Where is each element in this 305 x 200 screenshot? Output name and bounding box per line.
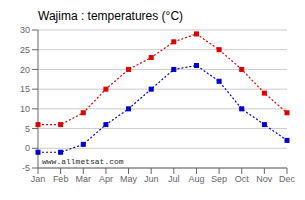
html-text:www.allmetsat.com: www.allmetsat.com: [42, 157, 124, 166]
svg-text:15: 15: [20, 84, 30, 94]
svg-text:Jan: Jan: [31, 174, 46, 184]
svg-text:Jul: Jul: [168, 174, 180, 184]
svg-text:Mar: Mar: [76, 174, 92, 184]
svg-text:20: 20: [20, 65, 30, 75]
svg-text:Aug: Aug: [188, 174, 204, 184]
svg-text:Jun: Jun: [144, 174, 159, 184]
svg-text:5: 5: [25, 124, 30, 134]
svg-text:Oct: Oct: [235, 174, 250, 184]
svg-text:Sep: Sep: [211, 174, 227, 184]
svg-text:Dec: Dec: [279, 174, 296, 184]
svg-text:Nov: Nov: [256, 174, 273, 184]
svg-text:-5: -5: [22, 163, 30, 173]
svg-text:Feb: Feb: [53, 174, 69, 184]
svg-text:0: 0: [25, 143, 30, 153]
svg-text:10: 10: [20, 104, 30, 114]
html-text:Wajima : temperatures (°C): Wajima : temperatures (°C): [38, 9, 184, 23]
svg-text:25: 25: [20, 45, 30, 55]
svg-text:May: May: [120, 174, 138, 184]
svg-text:Apr: Apr: [99, 174, 113, 184]
svg-text:30: 30: [20, 25, 30, 35]
